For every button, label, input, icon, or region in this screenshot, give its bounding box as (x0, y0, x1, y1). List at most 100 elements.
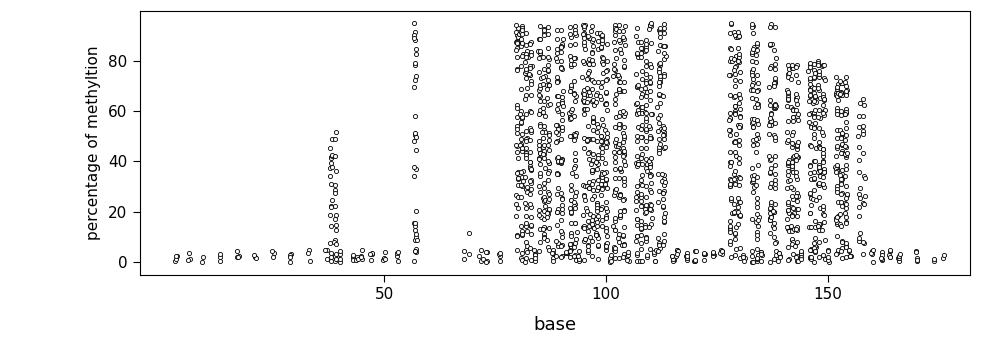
Point (598, 247, 614, 253)
Point (806, 90, 822, 96)
Point (864, 251, 880, 257)
Point (832, 211, 848, 216)
Point (820, 249, 836, 254)
Point (376, 255, 392, 261)
Point (590, 80, 606, 85)
Point (649, 104, 665, 109)
Point (732, 255, 748, 260)
Point (652, 141, 668, 147)
Point (615, 197, 631, 203)
Point (687, 258, 703, 263)
Point (750, 101, 766, 107)
Point (597, 160, 613, 165)
Point (803, 246, 819, 252)
Point (833, 199, 849, 205)
Point (696, 251, 712, 257)
Point (594, 149, 610, 155)
Point (829, 128, 845, 133)
Point (712, 250, 728, 256)
Point (838, 132, 854, 138)
Point (838, 109, 854, 114)
Point (731, 160, 747, 166)
Point (780, 159, 796, 165)
Point (811, 107, 827, 113)
Point (788, 254, 804, 260)
Point (518, 213, 534, 218)
Point (545, 255, 561, 260)
Point (549, 36, 565, 42)
Point (656, 50, 672, 56)
Point (509, 105, 525, 111)
Point (327, 203, 343, 209)
Point (536, 155, 552, 161)
Point (790, 155, 806, 160)
Point (553, 228, 569, 234)
Point (514, 257, 530, 263)
Point (541, 147, 557, 153)
Point (732, 245, 748, 251)
Point (788, 95, 804, 101)
Point (553, 65, 569, 71)
Point (607, 256, 623, 261)
Point (820, 254, 836, 260)
Point (548, 122, 564, 128)
Point (354, 247, 370, 253)
Point (594, 34, 610, 39)
Point (616, 151, 632, 157)
Point (554, 66, 570, 72)
Point (763, 180, 779, 186)
Point (611, 194, 627, 200)
Point (745, 137, 761, 143)
Point (811, 143, 827, 149)
Point (815, 132, 831, 138)
Point (855, 96, 871, 102)
Point (830, 90, 846, 96)
Point (576, 135, 592, 140)
Point (767, 62, 783, 67)
Point (630, 54, 646, 59)
Point (562, 114, 578, 120)
Point (629, 100, 645, 106)
Point (638, 102, 654, 108)
Point (550, 158, 566, 164)
Point (322, 173, 338, 179)
Point (531, 248, 547, 254)
Point (705, 253, 721, 259)
Point (780, 63, 796, 68)
Point (406, 174, 422, 179)
Point (524, 63, 540, 69)
Point (575, 182, 591, 188)
Point (750, 121, 766, 127)
Point (652, 245, 668, 251)
Point (638, 118, 654, 124)
Point (554, 41, 570, 46)
Point (784, 166, 800, 171)
Point (612, 149, 628, 154)
Point (576, 193, 592, 199)
Point (730, 204, 746, 210)
Point (722, 183, 738, 189)
Point (926, 258, 942, 263)
Point (581, 185, 597, 191)
Point (611, 86, 627, 92)
Point (510, 34, 526, 39)
Point (595, 61, 611, 66)
Point (837, 200, 853, 206)
Point (612, 46, 628, 52)
Point (839, 150, 855, 156)
Point (518, 42, 534, 48)
Point (549, 156, 565, 161)
Point (651, 150, 667, 156)
Point (566, 113, 582, 119)
Point (816, 97, 832, 102)
Point (810, 62, 826, 68)
Point (834, 92, 850, 98)
Point (549, 222, 565, 228)
Point (761, 132, 777, 137)
Point (548, 253, 564, 259)
Point (590, 46, 606, 51)
Point (852, 195, 868, 201)
Point (576, 39, 592, 44)
Point (789, 176, 805, 182)
Point (607, 159, 623, 164)
